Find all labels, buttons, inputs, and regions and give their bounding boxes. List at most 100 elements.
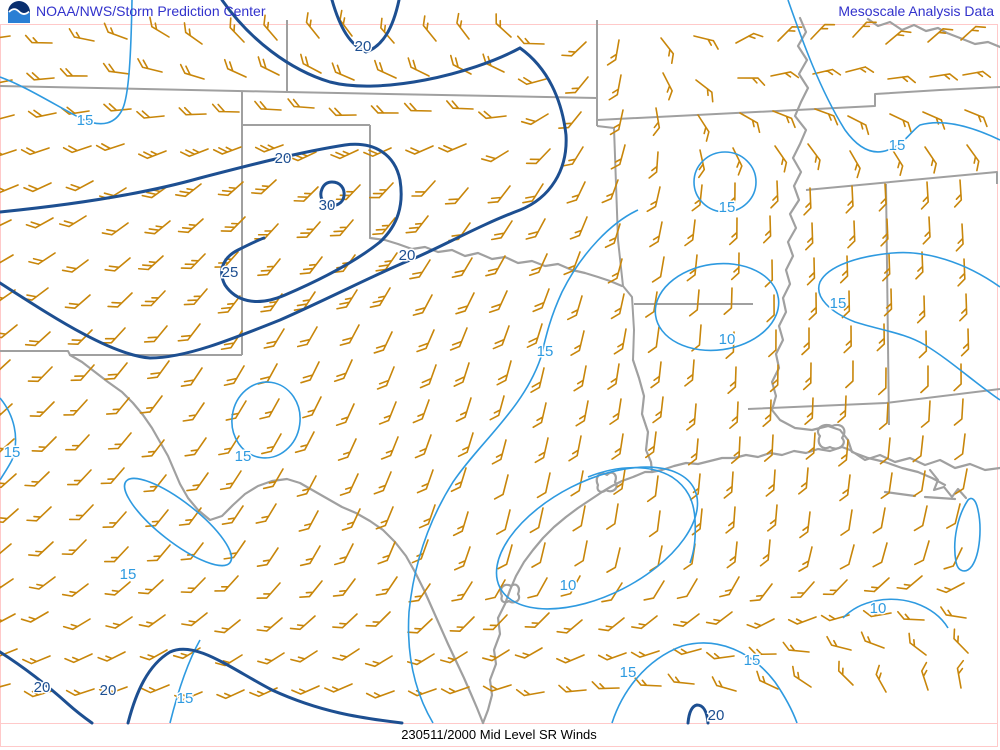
wind-barb-glyph [103, 103, 132, 112]
wind-barb [611, 433, 624, 460]
wind-barb [373, 471, 392, 495]
wind-barb [959, 293, 968, 322]
wind-barb [767, 504, 778, 532]
wind-barb-glyph [763, 434, 774, 462]
wind-barb-glyph [662, 72, 673, 101]
wind-barb-glyph [254, 100, 282, 111]
wind-barb [591, 680, 620, 690]
wind-barb [411, 180, 436, 197]
wind-barb [419, 364, 437, 389]
wind-barb [186, 472, 209, 492]
wind-barb [177, 323, 201, 342]
wind-barb [216, 689, 245, 700]
wind-barb [103, 22, 128, 40]
wind-barb-glyph [0, 613, 16, 625]
wind-barb [687, 438, 699, 466]
wind-barb-glyph [770, 180, 779, 209]
contour-line-light [0, 0, 133, 125]
wind-barb-glyph [728, 217, 738, 246]
wind-barb [144, 220, 171, 235]
wind-barb-glyph [104, 362, 128, 381]
wind-barb [22, 655, 51, 665]
wind-barb-glyph [769, 364, 779, 393]
wind-barb [597, 652, 627, 661]
wind-barb [107, 432, 132, 450]
wind-barb [332, 254, 356, 274]
wind-barb-glyph [863, 577, 890, 593]
wind-barb [840, 509, 853, 536]
wind-barb [184, 437, 207, 457]
wind-barb [768, 329, 777, 358]
noaa-logo-icon[interactable] [8, 1, 30, 23]
wind-barb [691, 508, 703, 536]
state-border [805, 171, 998, 191]
wind-barb-glyph [803, 187, 812, 216]
wind-barb-glyph [561, 41, 587, 57]
wind-barb [294, 431, 315, 454]
wind-barb [497, 544, 513, 570]
wind-barb [482, 614, 508, 631]
wind-barb [375, 252, 398, 272]
wind-barb-glyph [570, 330, 585, 356]
wind-barb-glyph [365, 690, 395, 699]
wind-barb [826, 635, 852, 651]
river-coastline [923, 495, 957, 501]
wind-barb [651, 256, 665, 283]
wind-barb-glyph [287, 98, 315, 109]
wind-barb [23, 182, 52, 193]
wind-barb-glyph [0, 403, 13, 419]
wind-barb [522, 183, 544, 204]
wind-barb [407, 618, 433, 634]
wind-barb-glyph [478, 110, 507, 120]
wind-barb-glyph [962, 70, 992, 79]
wind-barb [444, 187, 469, 205]
wind-barb [777, 26, 803, 42]
contour-label: 10 [560, 577, 577, 594]
wind-barb-glyph [137, 579, 164, 595]
wind-barb-glyph [255, 503, 277, 524]
wind-barb [369, 287, 391, 309]
state-border [0, 85, 598, 99]
wind-barb [0, 254, 14, 266]
wind-barb-glyph [98, 686, 128, 695]
wind-barb [852, 21, 877, 38]
wind-barb [891, 148, 904, 176]
wind-barb-glyph [706, 651, 735, 660]
wind-barb [175, 183, 202, 198]
wind-barb [61, 259, 89, 273]
wind-barb [407, 688, 437, 697]
wind-barb [964, 109, 988, 128]
wind-barb-glyph [482, 649, 510, 662]
wind-barb [104, 362, 128, 381]
wind-barb-glyph [879, 437, 891, 465]
wind-barb [487, 185, 511, 204]
wind-barb [24, 34, 53, 44]
wind-barb [262, 468, 284, 490]
wind-barb-glyph [943, 547, 963, 570]
wind-barb-glyph [876, 323, 886, 352]
wind-barb [405, 215, 429, 234]
wind-barb-glyph [102, 511, 127, 529]
wind-barb [24, 471, 50, 487]
wind-barb [806, 257, 816, 286]
wind-barb [569, 216, 588, 240]
wind-barb-glyph [368, 182, 394, 199]
wind-barb [966, 144, 980, 172]
wind-barb-glyph [294, 431, 315, 454]
wind-barb [770, 71, 800, 79]
wind-barb-glyph [407, 688, 437, 697]
wind-barb [65, 688, 95, 697]
contour-label: 15 [120, 566, 137, 583]
wind-barb-glyph [749, 583, 773, 602]
wind-barb-glyph [449, 616, 475, 632]
wind-barb-glyph [737, 77, 766, 86]
wind-barb-glyph [444, 187, 469, 205]
wind-barb [172, 647, 201, 660]
site-title[interactable]: NOAA/NWS/Storm Prediction Center [36, 3, 266, 19]
wind-barb-glyph [601, 582, 623, 603]
wind-barb [0, 578, 14, 591]
wind-barb [916, 295, 926, 324]
wind-barb-glyph [959, 293, 968, 322]
wind-barb [799, 511, 811, 539]
